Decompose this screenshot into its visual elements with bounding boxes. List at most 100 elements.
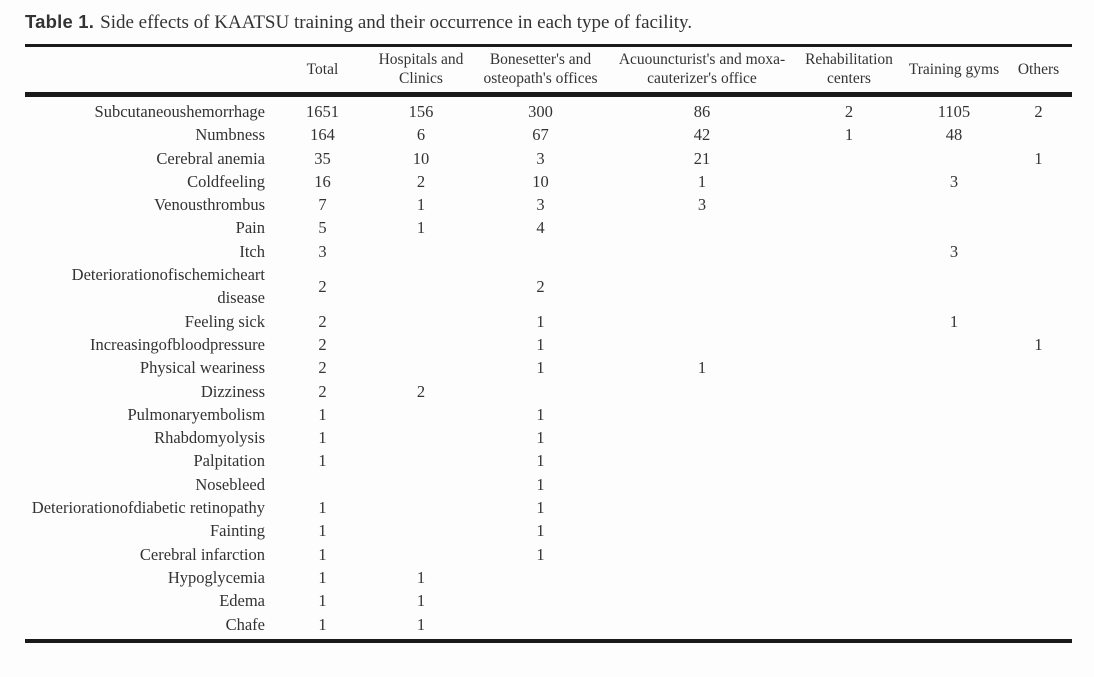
cell-total: 1651 — [306, 102, 339, 121]
cell-training-gyms — [903, 403, 1005, 426]
cell-others — [1005, 589, 1072, 612]
cell-others: 1 — [1034, 334, 1043, 354]
cell-hospitals-and-clinics: 1 — [416, 218, 426, 238]
cell-total: 164 — [310, 125, 335, 145]
row-label: Cerebral anemia — [156, 148, 265, 168]
cell-others: 2 — [1034, 102, 1043, 121]
cell-acupuncturists-and-moxa-cauterizers-office — [609, 426, 795, 449]
row-label: Deteriorationofischemicheart disease — [71, 265, 265, 308]
cell-rehabilitation-centers — [795, 496, 903, 519]
cell-training-gyms: 1105 — [937, 102, 971, 121]
cell-bonesetters-and-osteopaths-offices: 1 — [536, 474, 545, 494]
row-label: Chafe — [225, 614, 265, 634]
cell-hospitals-and-clinics: 2 — [416, 171, 426, 191]
cell-others — [1005, 613, 1072, 641]
table-row: Fainting 1 1 — [25, 519, 1072, 542]
cell-rehabilitation-centers: 1 — [844, 125, 854, 145]
cell-total: 2 — [318, 358, 327, 378]
row-label: Dizziness — [200, 381, 265, 401]
cell-acupuncturists-and-moxa-cauterizers-office — [609, 263, 795, 310]
cell-bonesetters-and-osteopaths-offices: 300 — [528, 102, 553, 121]
table-caption-label: Table 1. — [25, 11, 95, 32]
row-label: Itch — [239, 241, 265, 261]
cell-training-gyms — [903, 263, 1005, 310]
cell-training-gyms — [903, 333, 1005, 356]
table-row: Itch 3 3 — [25, 240, 1072, 263]
cell-acupuncturists-and-moxa-cauterizers-office: 1 — [697, 358, 707, 378]
cell-rehabilitation-centers — [795, 310, 903, 333]
cell-others — [1005, 473, 1072, 496]
cell-training-gyms: 3 — [949, 241, 959, 261]
cell-rehabilitation-centers — [795, 263, 903, 310]
cell-training-gyms — [903, 147, 1005, 170]
cell-others — [1005, 449, 1072, 472]
cell-acupuncturists-and-moxa-cauterizers-office: 1 — [697, 171, 707, 191]
cell-bonesetters-and-osteopaths-offices: 1 — [536, 498, 545, 518]
cell-others — [1005, 426, 1072, 449]
cell-hospitals-and-clinics — [370, 473, 472, 496]
side-effects-table: Total Hospitals and Clinics Bonesetter's a… — [25, 44, 1072, 643]
cell-hospitals-and-clinics: 1 — [416, 195, 426, 215]
cell-others — [1005, 170, 1072, 193]
cell-hospitals-and-clinics: 1 — [416, 614, 426, 634]
cell-training-gyms — [903, 426, 1005, 449]
row-label: Feeling sick — [184, 311, 265, 331]
cell-hospitals-and-clinics — [370, 240, 472, 263]
cell-training-gyms — [903, 473, 1005, 496]
cell-acupuncturists-and-moxa-cauterizers-office — [609, 310, 795, 333]
cell-acupuncturists-and-moxa-cauterizers-office — [609, 449, 795, 472]
cell-hospitals-and-clinics: 2 — [416, 381, 426, 401]
cell-rehabilitation-centers — [795, 473, 903, 496]
cell-total: 1 — [318, 428, 327, 448]
cell-total: 1 — [318, 404, 327, 424]
cell-others — [1005, 519, 1072, 542]
row-label: Fainting — [209, 521, 265, 541]
cell-total: 1 — [318, 614, 327, 634]
cell-others — [1005, 123, 1072, 146]
cell-training-gyms — [903, 589, 1005, 612]
table-row: Nosebleed 1 — [25, 473, 1072, 496]
row-label: Coldfeeling — [187, 171, 265, 191]
table-row: Pulmonaryembolism 1 1 — [25, 403, 1072, 426]
cell-training-gyms — [903, 193, 1005, 216]
cell-acupuncturists-and-moxa-cauterizers-office — [609, 589, 795, 612]
table-row: Feeling sick 2 1 1 — [25, 310, 1072, 333]
cell-bonesetters-and-osteopaths-offices: 1 — [536, 544, 545, 564]
cell-rehabilitation-centers — [795, 403, 903, 426]
row-label: Pulmonaryembolism — [127, 404, 266, 424]
table-row: Coldfeeling 16 2 10 1 3 — [25, 170, 1072, 193]
cell-hospitals-and-clinics: 1 — [416, 591, 426, 611]
cell-bonesetters-and-osteopaths-offices: 1 — [536, 404, 545, 424]
cell-training-gyms — [903, 380, 1005, 403]
table-row: Dizziness 2 2 — [25, 380, 1072, 403]
cell-total: 2 — [318, 276, 327, 296]
cell-acupuncturists-and-moxa-cauterizers-office — [609, 566, 795, 589]
cell-bonesetters-and-osteopaths-offices: 1 — [536, 451, 545, 471]
row-label: Pain — [235, 218, 265, 238]
cell-hospitals-and-clinics — [370, 263, 472, 310]
table-row: Subcutaneoushemorrhage 1651 156 300 86 2 1105 2 — [25, 95, 1072, 124]
cell-training-gyms — [903, 449, 1005, 472]
cell-acupuncturists-and-moxa-cauterizers-office — [609, 613, 795, 641]
cell-acupuncturists-and-moxa-cauterizers-office — [609, 543, 795, 566]
cell-hospitals-and-clinics — [370, 519, 472, 542]
cell-hospitals-and-clinics: 6 — [416, 125, 426, 145]
cell-rehabilitation-centers — [795, 380, 903, 403]
cell-bonesetters-and-osteopaths-offices: 2 — [536, 276, 545, 296]
row-label: Cerebral infarction — [139, 544, 265, 564]
cell-rehabilitation-centers — [795, 589, 903, 612]
cell-acupuncturists-and-moxa-cauterizers-office: 3 — [697, 195, 707, 215]
cell-rehabilitation-centers — [795, 147, 903, 170]
cell-training-gyms — [903, 613, 1005, 641]
cell-total: 1 — [318, 498, 327, 518]
cell-hospitals-and-clinics: 10 — [412, 148, 430, 168]
row-label: Hypoglycemia — [167, 567, 265, 587]
cell-rehabilitation-centers — [795, 216, 903, 239]
cell-acupuncturists-and-moxa-cauterizers-office — [609, 519, 795, 542]
cell-hospitals-and-clinics: 156 — [408, 102, 434, 121]
cell-bonesetters-and-osteopaths-offices: 4 — [536, 218, 545, 238]
cell-hospitals-and-clinics — [370, 356, 472, 379]
cell-rehabilitation-centers — [795, 613, 903, 641]
cell-bonesetters-and-osteopaths-offices — [472, 566, 609, 589]
cell-bonesetters-and-osteopaths-offices — [472, 589, 609, 612]
